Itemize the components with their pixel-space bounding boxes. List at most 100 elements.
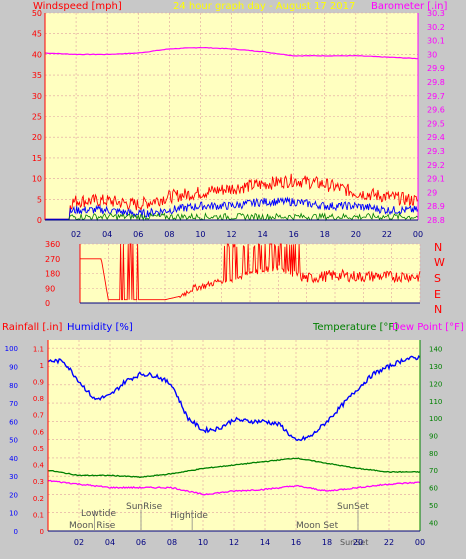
temperature-tick-label: 110 [429,398,442,406]
humidity-tick-label: 60 [9,418,18,426]
windspeed-tick-label: 15 [32,154,42,163]
windspeed-tick-label: 45 [32,30,42,39]
direction-letter-n-top: N [434,241,442,254]
windspeed-tick-label: 0 [37,216,42,225]
humidity-tick-label: 0 [14,528,18,536]
rainfall-tick-label: 0.3 [33,478,44,486]
wind-hour-tick-label: 22 [382,230,392,239]
windspeed-gust-line [45,173,419,220]
barometer-line [44,46,419,60]
temperature-tick-label: 60 [429,485,438,493]
barometer-tick-label: 30.2 [427,23,445,32]
wind-hour-tick-label: 14 [257,230,267,239]
humidity-tick-label: 10 [9,510,18,518]
humidity-tick-label: 20 [9,491,18,499]
annotation-sunrise: SunRise [126,502,163,512]
weather-hour-tick-label: 08 [167,538,177,547]
weather-hour-tick-label: 00 [415,538,425,547]
dewpoint-line [47,479,421,496]
direction-letter-n-bottom: N [434,303,442,316]
annotation-moonset: Moon Set [296,521,339,531]
weather-hour-tick-label: 06 [136,538,146,547]
humidity-tick-label: 70 [9,400,18,408]
rainfall-axis-label: Rainfall [.in] [2,322,63,333]
temperature-tick-label: 140 [429,346,442,354]
rainfall-tick-label: 0.8 [33,395,44,403]
wind-hour-tick-label: 08 [164,230,174,239]
humidity-line [47,354,421,442]
rainfall-tick-label: 1 [40,362,44,370]
humidity-axis-label: Humidity [%] [67,322,133,333]
barometer-tick-label: 30 [427,50,437,59]
windspeed-axis-label: Windspeed [mph] [33,1,122,12]
direction-letter-s: S [434,272,441,285]
barometer-tick-label: 29.8 [427,78,445,87]
weather-hour-tick-label: 02 [74,538,84,547]
temperature-tick-label: 50 [429,502,438,510]
graph-title: 24 hour graph day - August 17 2017 [173,1,355,12]
temperature-tick-label: 120 [429,380,442,388]
wind-hour-tick-label: 00 [413,230,423,239]
windspeed-low-line [45,212,419,222]
annotation-hightide: Hightide [170,511,208,521]
windspeed-tick-label: 40 [32,50,42,59]
rainfall-tick-label: 0.6 [33,428,45,436]
humidity-tick-label: 100 [5,345,18,353]
barometer-tick-label: 29.7 [427,92,445,101]
annotation-sunset-bottom: SunSet [340,538,368,547]
rainfall-tick-label: 0.2 [33,495,44,503]
barometer-axis-label: Barometer [.in] [371,1,447,12]
windspeed-tick-label: 50 [32,9,42,18]
windspeed-tick-label: 25 [32,113,42,122]
direction-letter-e: E [434,288,441,301]
temperature-tick-label: 70 [429,467,438,475]
barometer-tick-label: 29 [427,188,437,197]
wind-hour-tick-label: 02 [71,230,81,239]
temperature-tick-label: 130 [429,363,442,371]
barometer-tick-label: 29.5 [427,119,445,128]
weather-hour-tick-label: 12 [229,538,239,547]
rainfall-tick-label: 1.1 [33,345,44,353]
wind-hour-tick-label: 16 [289,230,299,239]
windspeed-tick-label: 30 [32,92,42,101]
barometer-tick-label: 29.9 [427,64,445,73]
barometer-tick-label: 29.3 [427,147,445,156]
humidity-tick-label: 50 [9,437,18,445]
weather-panel-background [48,340,420,531]
windspeed-tick-label: 35 [32,71,42,80]
weather-hour-tick-label: 04 [105,538,115,547]
barometer-tick-label: 29.2 [427,161,445,170]
weather-hour-tick-label: 22 [384,538,394,547]
direction-tick-label: 180 [45,270,60,279]
wind-hour-tick-label: 18 [320,230,330,239]
humidity-tick-label: 80 [9,382,18,390]
temperature-axis-label: Temperature [°F] [312,322,398,333]
weather-hour-tick-label: 14 [260,538,270,547]
axis-layer: 0510152025303540455028.828.92929.129.229… [5,9,445,547]
barometer-tick-label: 30.3 [427,9,445,18]
weather-hour-tick-label: 18 [322,538,332,547]
windspeed-tick-label: 10 [32,175,42,184]
rainfall-tick-label: 0.1 [33,511,44,519]
direction-tick-label: 0 [45,299,50,308]
barometer-tick-label: 29.6 [427,106,445,115]
direction-tick-label: 360 [45,240,60,249]
barometer-tick-label: 28.8 [427,216,445,225]
humidity-tick-label: 40 [9,455,18,463]
wind-hour-tick-label: 10 [195,230,205,239]
wind-hour-tick-label: 12 [226,230,236,239]
temperature-tick-label: 80 [429,450,438,458]
barometer-tick-label: 29.1 [427,175,445,184]
windspeed-tick-label: 5 [37,195,42,204]
rainfall-tick-label: 0.4 [33,462,45,470]
temperature-tick-label: 40 [429,519,438,527]
dewpoint-axis-label: Dew Point [°F] [392,322,464,333]
humidity-tick-label: 30 [9,473,18,481]
wind-hour-tick-label: 06 [133,230,143,239]
wind-direction-line [80,243,421,301]
rainfall-tick-label: 0.9 [33,379,44,387]
direction-letter-w: W [434,256,445,269]
wind-hour-tick-label: 20 [351,230,361,239]
